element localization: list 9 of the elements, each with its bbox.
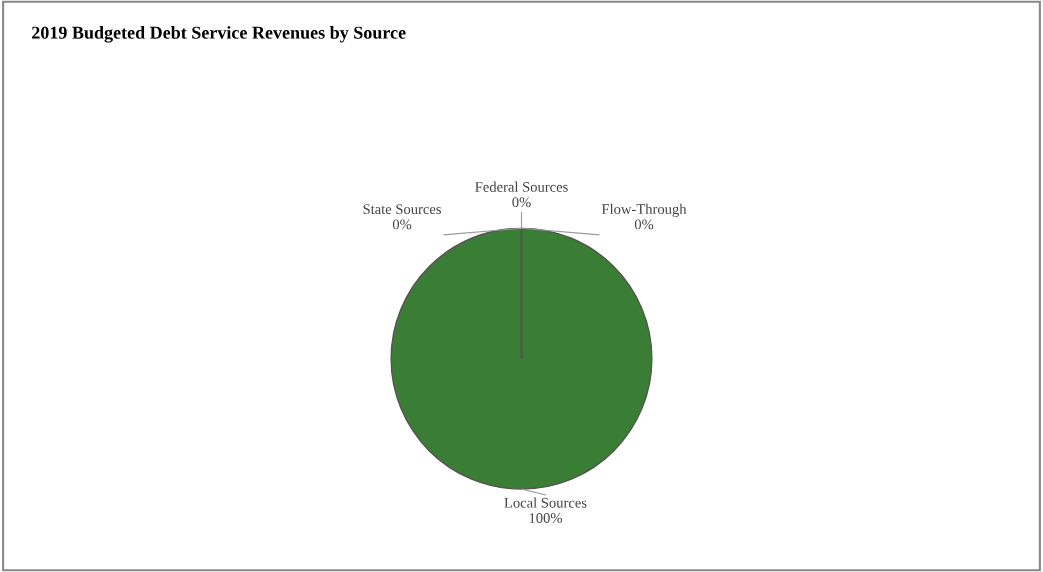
category-label: Flow-Through — [601, 203, 687, 218]
text: 2019 Budgeted Debt Service Revenues by Source — [32, 26, 406, 43]
category-label: State Sources — [363, 204, 441, 215]
data-label: 100% — [529, 513, 563, 523]
category-label: Federal Sources — [475, 181, 568, 192]
text: 0% — [634, 219, 654, 230]
text: 0% — [512, 197, 531, 208]
slice-label: Local Sources — [504, 497, 587, 508]
text: 0% — [392, 219, 412, 230]
